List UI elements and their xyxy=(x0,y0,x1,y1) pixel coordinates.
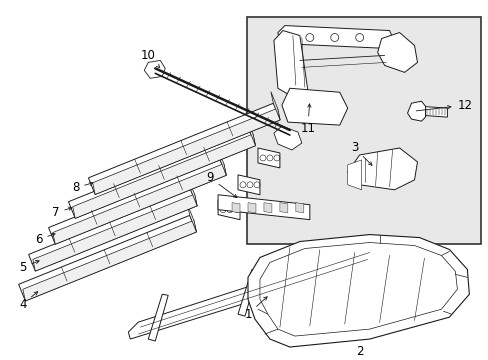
Text: 12: 12 xyxy=(415,99,471,112)
Polygon shape xyxy=(407,101,425,121)
Polygon shape xyxy=(258,148,279,168)
Polygon shape xyxy=(279,203,287,213)
Polygon shape xyxy=(68,129,255,218)
Polygon shape xyxy=(187,204,196,232)
Polygon shape xyxy=(347,160,361,190)
Polygon shape xyxy=(238,269,258,316)
Polygon shape xyxy=(277,26,394,49)
Text: 5: 5 xyxy=(19,261,39,274)
Polygon shape xyxy=(19,215,196,301)
Polygon shape xyxy=(232,203,240,213)
Polygon shape xyxy=(359,243,384,271)
Polygon shape xyxy=(217,147,226,175)
Polygon shape xyxy=(144,60,165,78)
Polygon shape xyxy=(88,103,280,194)
Polygon shape xyxy=(33,194,197,271)
Text: 4: 4 xyxy=(19,292,38,311)
Text: 9: 9 xyxy=(206,171,237,198)
Polygon shape xyxy=(53,163,226,244)
Text: 10: 10 xyxy=(141,49,160,68)
Polygon shape xyxy=(260,243,456,336)
Text: 8: 8 xyxy=(72,181,93,194)
Polygon shape xyxy=(273,31,307,95)
Bar xyxy=(246,17,480,244)
Polygon shape xyxy=(238,175,260,195)
Polygon shape xyxy=(319,244,340,291)
Polygon shape xyxy=(48,159,226,244)
Polygon shape xyxy=(247,203,255,213)
Polygon shape xyxy=(347,148,417,190)
Polygon shape xyxy=(29,189,197,271)
Polygon shape xyxy=(93,108,280,194)
Polygon shape xyxy=(419,106,447,117)
Polygon shape xyxy=(218,200,240,220)
Text: 7: 7 xyxy=(52,206,72,219)
Polygon shape xyxy=(148,294,168,341)
Polygon shape xyxy=(377,32,417,72)
Polygon shape xyxy=(270,91,280,120)
Polygon shape xyxy=(264,203,271,213)
Text: 1: 1 xyxy=(244,297,266,321)
Polygon shape xyxy=(23,220,196,301)
Polygon shape xyxy=(246,117,255,146)
Text: 3: 3 xyxy=(350,141,371,165)
Polygon shape xyxy=(128,248,377,339)
Polygon shape xyxy=(281,88,347,125)
Polygon shape xyxy=(273,126,301,150)
Polygon shape xyxy=(73,134,255,218)
Polygon shape xyxy=(295,203,303,213)
Polygon shape xyxy=(218,195,309,220)
Polygon shape xyxy=(187,177,197,206)
Text: 2: 2 xyxy=(355,345,363,357)
Polygon shape xyxy=(247,235,468,347)
Text: 11: 11 xyxy=(300,104,315,135)
Text: 6: 6 xyxy=(35,233,55,246)
